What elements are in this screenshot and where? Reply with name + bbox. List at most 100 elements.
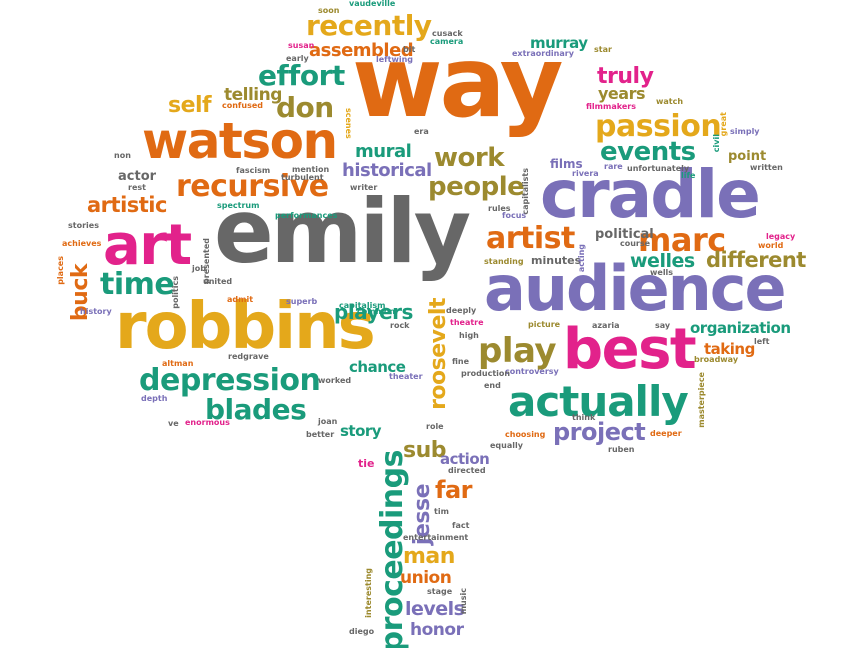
word-sub: sub	[403, 438, 447, 463]
word-watson: watson	[142, 112, 338, 170]
word-man: man	[403, 544, 455, 569]
word-assembled: assembled	[309, 40, 414, 61]
word-wells: wells	[650, 268, 674, 277]
word-early: early	[286, 54, 309, 63]
word-stories: stories	[68, 221, 99, 230]
word-project: project	[553, 418, 646, 446]
word-spectrum: spectrum	[217, 201, 260, 210]
word-politics: politics	[171, 276, 180, 309]
word-susan: susan	[288, 41, 315, 50]
word-equally: equally	[490, 441, 523, 450]
word-artist: artist	[486, 221, 575, 256]
word-camera: camera	[430, 37, 464, 46]
word-job: job	[192, 264, 206, 273]
word-common: common	[357, 307, 396, 316]
word-rivera: rivera	[572, 169, 599, 178]
word-confused: confused	[222, 101, 264, 110]
word-say: say	[655, 321, 671, 330]
word-unfortunately: unfortunately	[627, 164, 690, 173]
word-broadway: broadway	[694, 355, 739, 364]
word-controversy: controversy	[505, 367, 559, 376]
word-extraordinary: extraordinary	[512, 49, 574, 58]
word-self: self	[168, 93, 212, 118]
word-cusack: cusack	[432, 29, 463, 38]
word-choosing: choosing	[505, 430, 546, 439]
word-years: years	[598, 84, 646, 103]
word-murray: murray	[530, 34, 588, 52]
word-theater: theater	[389, 372, 423, 381]
word-music: music	[459, 588, 468, 615]
word-theatre: theatre	[450, 318, 484, 327]
word-rules: rules	[488, 204, 511, 213]
word-united: united	[203, 277, 233, 286]
word-superb: superb	[286, 297, 318, 306]
word-rock: rock	[390, 321, 410, 330]
word-standing: standing	[484, 257, 524, 266]
word-taking: taking	[704, 340, 755, 358]
word-places: places	[56, 256, 65, 285]
word-end: end	[484, 381, 501, 390]
word-time: time	[100, 267, 175, 302]
word-azaria: azaria	[592, 321, 620, 330]
word-role: role	[426, 422, 444, 431]
word-capitalism: capitalism	[339, 301, 386, 310]
word-minutes: minutes	[531, 254, 582, 267]
word-written: written	[750, 163, 783, 172]
word-welles: welles	[630, 250, 695, 272]
word-ve: ve	[168, 419, 179, 428]
word-admit: admit	[227, 295, 254, 304]
word-films: films	[550, 157, 583, 171]
word-levels: levels	[405, 598, 465, 620]
word-history: history	[80, 307, 112, 316]
word-action: action	[440, 450, 490, 468]
word-political: political	[595, 227, 654, 242]
word-scenes: scenes	[344, 108, 353, 139]
word-play: play	[478, 331, 557, 371]
word-honor: honor	[410, 620, 464, 640]
word-era: era	[414, 127, 429, 136]
word-recursive: recursive	[176, 169, 329, 204]
word-turbulent: turbulent	[281, 173, 324, 182]
word-focus: focus	[502, 211, 527, 220]
word-civil: civil	[712, 134, 721, 153]
word-directed: directed	[448, 466, 486, 475]
word-production: production	[461, 369, 511, 378]
word-historical: historical	[342, 160, 432, 181]
word-non: non	[114, 151, 131, 160]
word-actually: actually	[508, 377, 689, 426]
word-world: world	[758, 241, 784, 250]
word-players: players	[334, 300, 413, 324]
word-truly: truly	[597, 64, 654, 89]
word-diego: diego	[349, 627, 375, 636]
word-actor: actor	[118, 169, 157, 184]
word-great: great	[719, 112, 728, 137]
word-story: story	[340, 422, 382, 440]
word-acting: acting	[577, 244, 586, 273]
word-way: way	[352, 26, 564, 140]
word-robbins: robbins	[115, 290, 376, 364]
word-altman: altman	[162, 359, 194, 368]
word-high: high	[459, 331, 479, 340]
word-mural: mural	[355, 141, 412, 162]
word-artistic: artistic	[87, 193, 167, 217]
word-don: don	[276, 91, 334, 124]
word-fine: fine	[452, 357, 470, 366]
word-masterpiece: masterpiece	[697, 372, 706, 428]
word-fact: fact	[452, 521, 470, 530]
word-ruben: ruben	[608, 445, 635, 454]
word-legacy: legacy	[766, 232, 796, 241]
word-better: better	[306, 430, 335, 439]
word-redgrave: redgrave	[228, 352, 269, 361]
word-joan: joan	[318, 417, 338, 426]
word-stage: stage	[427, 587, 453, 596]
word-far: far	[435, 476, 472, 504]
word-different: different	[706, 248, 806, 272]
word-art: art	[103, 213, 192, 278]
word-people: people	[428, 172, 525, 202]
word-simply: simply	[730, 127, 760, 136]
word-rest: rest	[128, 183, 146, 192]
word-telling: telling	[224, 85, 282, 105]
word-passion: passion	[595, 109, 722, 144]
word-rare: rare	[604, 162, 623, 171]
word-audience: audience	[484, 252, 787, 325]
